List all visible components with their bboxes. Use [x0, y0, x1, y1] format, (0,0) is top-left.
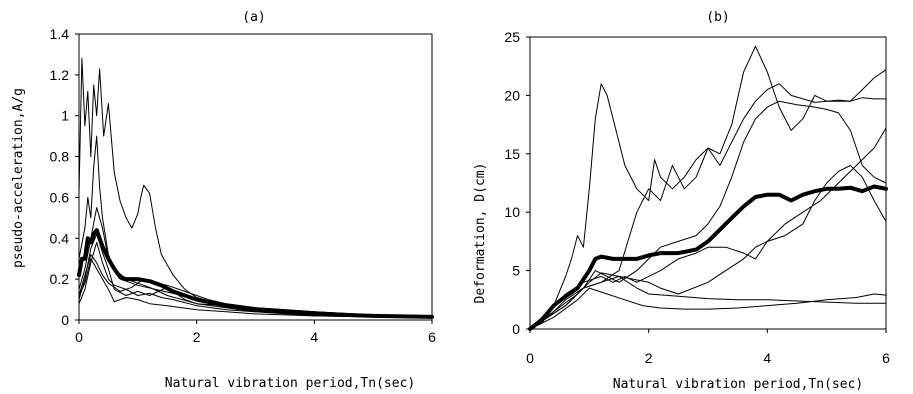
- panel-b-x-tick-label-1: 2: [645, 350, 653, 366]
- panel-b-x-tick-label-0: 0: [526, 350, 534, 366]
- panel-b: (b) 0 5 10 15 20 25 0 2 4 6 Deformation, D(cm) Na…: [473, 10, 890, 392]
- panel-a-x-tick-label-2: 4: [310, 329, 318, 345]
- panel-a-series-line-2: [78, 135, 433, 318]
- panel-a-title: (a): [242, 10, 265, 25]
- panel-a-series-line-5: [78, 258, 433, 319]
- panel-b-title: (b): [706, 10, 729, 25]
- panel-a-series-line-7: [78, 254, 433, 318]
- panel-b-plot-frame: [529, 36, 887, 330]
- panel-b-x-tick-label-2: 4: [763, 350, 771, 366]
- panel-a-y-tick-label-0: 0: [61, 312, 69, 328]
- panel-a-x-axis-title: Natural vibration period,Tn(sec): [165, 376, 415, 391]
- panel-b-y-tick-label-0: 0: [512, 321, 520, 337]
- panel-b-y-tick-label-5: 25: [504, 29, 520, 45]
- panel-a-y-tick-label-5: 1: [61, 108, 69, 124]
- panel-a-tick-labels: 0 0.2 0.4 0.6 0.8 1 1.2 1.4 0 2 4 6: [50, 26, 437, 345]
- panel-a-series: [77, 58, 434, 319]
- panel-b-series-line-1: [529, 45, 887, 330]
- panel-b-y-axis-title: Deformation, D(cm): [473, 163, 488, 304]
- panel-b-series-line-5: [529, 165, 887, 330]
- panel-b-tick-labels: 0 5 10 15 20 25 0 2 4 6: [504, 29, 890, 366]
- panel-a-y-tick-label-1: 0.2: [50, 271, 70, 287]
- panel-b-y-tick-label-4: 20: [504, 87, 520, 103]
- panel-b-series-line-7: [529, 287, 887, 330]
- panel-a: (a) 0 0.2 0.4 0.6 0.8 1 1.2 1.4 0 2 4 6 pseudo-acce…: [11, 10, 436, 391]
- panel-b-series-line-2: [529, 83, 887, 330]
- panel-a-x-tick-label-0: 0: [75, 329, 83, 345]
- panel-b-series: [528, 45, 888, 331]
- panel-a-x-tick-label-1: 2: [193, 329, 201, 345]
- panel-b-y-tick-label-1: 5: [512, 263, 520, 279]
- panel-a-y-tick-label-3: 0.6: [50, 189, 70, 205]
- panel-a-series-line-3: [78, 207, 433, 319]
- panel-b-x-tick-label-3: 6: [882, 350, 890, 366]
- panel-a-y-tick-label-7: 1.4: [50, 26, 70, 42]
- panel-a-mean-series-line: [77, 228, 434, 319]
- panel-a-y-axis-title: pseudo-acceleration,A/g: [11, 88, 26, 268]
- panel-b-mean-series-line: [528, 184, 888, 331]
- panel-b-x-axis-title: Natural vibration period,Tn(sec): [613, 377, 863, 392]
- panel-a-y-tick-label-2: 0.4: [50, 230, 70, 246]
- panel-b-ticks: [526, 36, 887, 333]
- panel-b-y-tick-label-3: 15: [504, 146, 520, 162]
- panel-a-y-tick-label-4: 0.8: [50, 149, 70, 165]
- panel-a-series-line-4: [78, 233, 433, 319]
- panel-b-series-line-4: [529, 127, 887, 330]
- panel-b-y-tick-label-2: 10: [504, 204, 520, 220]
- panel-b-series-line-3: [529, 100, 887, 330]
- panel-a-y-tick-label-6: 1.2: [50, 67, 70, 83]
- panel-a-x-tick-label-3: 6: [428, 329, 436, 345]
- panel-a-ticks: [75, 33, 433, 324]
